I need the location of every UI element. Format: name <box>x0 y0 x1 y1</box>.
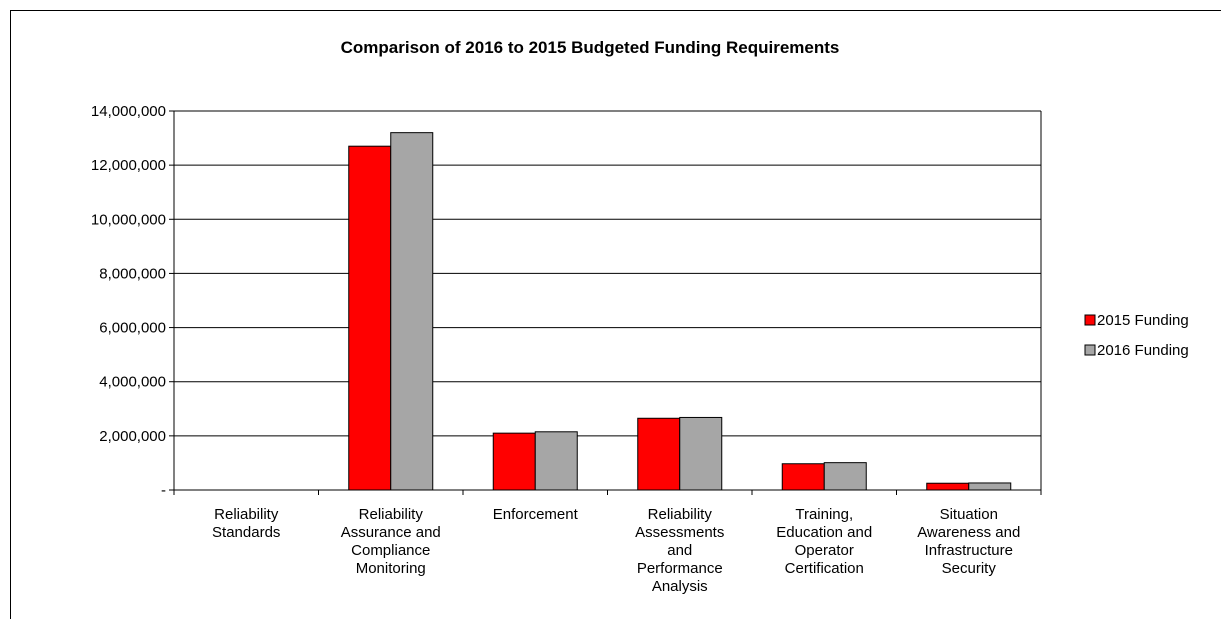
y-tick-label: 8,000,000 <box>99 265 166 282</box>
y-tick-label: 12,000,000 <box>91 157 166 174</box>
y-axis-tick-labels: - 2,000,000 4,000,000 6,000,000 8,000,000 10,… <box>91 103 174 499</box>
bar-2015 <box>926 482 970 491</box>
legend-swatch <box>1084 314 1096 326</box>
y-tick-label: 10,000,000 <box>91 211 166 228</box>
legend: 2015 Funding 2016 Funding <box>1084 312 1189 359</box>
y-tick-label: 2,000,000 <box>99 428 166 445</box>
bar-2016 <box>679 416 723 491</box>
x-category-label: Situation Awareness and Infrastructure Secu… <box>917 506 1020 577</box>
x-category-label: Training, Education and Operator Certificat… <box>776 506 872 577</box>
bar-2015 <box>637 417 681 491</box>
x-category-label: Reliability Assurance and Compliance Monito… <box>341 506 441 577</box>
bar-2015 <box>348 145 392 491</box>
legend-label: 2016 Funding <box>1097 342 1189 359</box>
legend-label: 2015 Funding <box>1097 312 1189 329</box>
bar-2015 <box>492 432 536 491</box>
y-tick-label: - <box>161 482 166 499</box>
x-category-label: Reliability Assessments and Performance Anal… <box>635 506 724 595</box>
x-category-label: Reliability Standards <box>212 506 280 541</box>
bar-2015 <box>781 463 825 491</box>
legend-swatch <box>1084 344 1096 356</box>
bar-2016 <box>968 482 1012 491</box>
bar-2016 <box>390 132 434 491</box>
axes <box>173 110 1042 495</box>
y-tick-label: 4,000,000 <box>99 374 166 391</box>
bar-2016 <box>534 431 578 491</box>
gridlines <box>174 110 1041 437</box>
y-tick-label: 6,000,000 <box>99 320 166 337</box>
x-axis-category-labels: Reliability Standards Reliability Assurance… <box>212 506 1020 595</box>
x-category-label: Enforcement <box>493 506 579 523</box>
bar-2016 <box>823 462 867 491</box>
y-tick-label: 14,000,000 <box>91 103 166 120</box>
bars <box>348 132 1012 491</box>
chart-title: Comparison of 2016 to 2015 Budgeted Fund… <box>341 38 840 57</box>
